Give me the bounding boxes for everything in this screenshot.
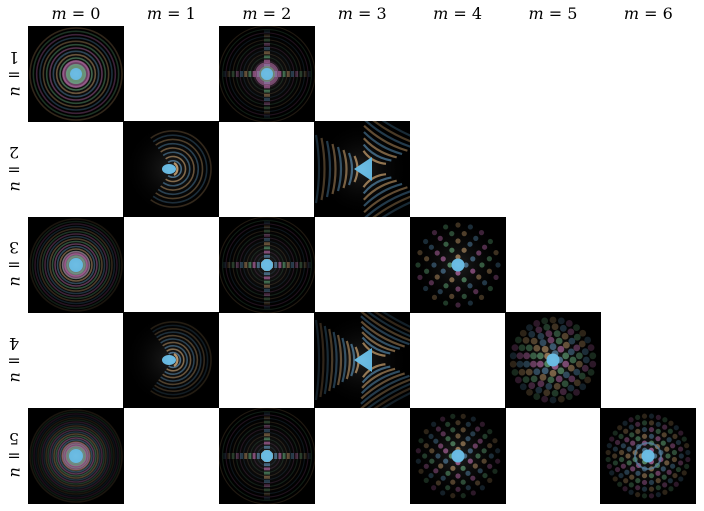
zernike-pattern: [505, 312, 601, 409]
zernike-panel-n4-m5: [505, 312, 601, 409]
zernike-panel-n1-m2: [218, 26, 315, 122]
zernike-pattern: [314, 312, 411, 409]
zernike-panel-n2-m1: [123, 121, 220, 218]
column-label: m = 3: [337, 4, 387, 23]
zernike-pattern: [218, 216, 315, 313]
zernike-panel-n3-m2: [218, 216, 315, 313]
zernike-panel-n4-m3: [314, 312, 411, 409]
column-label: m = 4: [433, 4, 483, 23]
zernike-pattern: [28, 216, 124, 313]
zernike-panel-n4-m1: [123, 312, 220, 409]
zernike-panel-n5-m6: [600, 407, 697, 504]
zernike-pattern: [218, 26, 315, 122]
row-label: n = 4: [2, 333, 26, 383]
row-label: n = 1: [2, 47, 26, 97]
zernike-panel-n3-m4: [409, 216, 506, 313]
zernike-pattern: [409, 216, 506, 313]
column-label: m = 6: [623, 4, 673, 23]
zernike-pattern: [409, 407, 506, 504]
zernike-panel-n1-m0: [28, 26, 124, 122]
row-label: n = 3: [2, 238, 26, 287]
zernike-pattern: [28, 407, 124, 504]
zernike-pattern: [28, 26, 124, 122]
zernike-pattern: [123, 121, 220, 218]
row-label: n = 5: [2, 429, 26, 478]
row-label: n = 2: [2, 142, 26, 192]
zernike-pattern: [314, 121, 411, 218]
zernike-panel-n3-m0: [28, 216, 124, 313]
column-label: m = 5: [528, 4, 578, 23]
zernike-panel-n5-m4: [409, 407, 506, 504]
zernike-panel-n5-m0: [28, 407, 124, 504]
zernike-panel-n5-m2: [218, 407, 315, 504]
zernike-pattern: [600, 407, 697, 504]
zernike-panel-n2-m3: [314, 121, 411, 218]
column-label: m = 2: [242, 4, 292, 23]
zernike-pattern: [123, 312, 220, 409]
zernike-pattern: [218, 407, 315, 504]
column-label: m = 0: [51, 4, 101, 23]
column-label: m = 1: [146, 4, 196, 23]
